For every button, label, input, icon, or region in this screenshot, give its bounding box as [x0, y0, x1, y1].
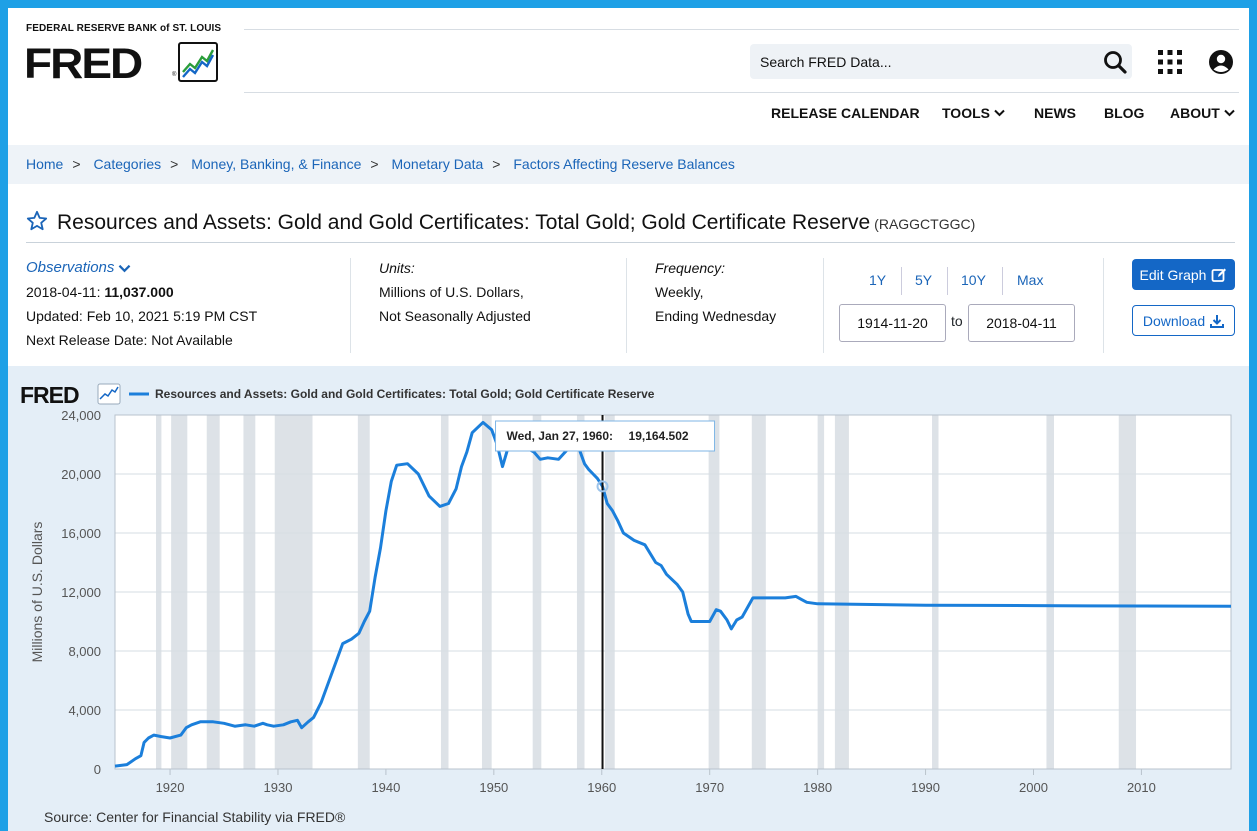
observation-value: 11,037.000 — [104, 284, 174, 300]
page-title: Resources and Assets: Gold and Gold Cert… — [57, 211, 871, 234]
x-tick-label: 1930 — [264, 780, 293, 795]
apps-grid-icon[interactable] — [1156, 48, 1184, 76]
x-tick-label: 1960 — [587, 780, 616, 795]
observations-toggle[interactable]: Observations — [26, 256, 257, 280]
y-axis-ticks: 0 4,000 8,000 12,000 16,000 20,000 24,000 — [61, 408, 101, 777]
chart-fred-logo: FRED — [20, 382, 79, 408]
x-axis-ticks: 1920 1930 1940 1950 1960 1970 1980 1990 2000 2010 — [156, 769, 1156, 795]
info-divider — [350, 258, 351, 353]
search-box[interactable]: Search FRED Data... — [750, 44, 1132, 79]
x-tick-label: 2010 — [1127, 780, 1156, 795]
star-icon[interactable] — [26, 210, 48, 232]
series-line[interactable] — [114, 420, 1232, 768]
edit-graph-button[interactable]: Edit Graph — [1132, 259, 1235, 290]
breadcrumb-money-banking[interactable]: Money, Banking, & Finance — [191, 156, 362, 172]
x-tick-label: 1990 — [911, 780, 940, 795]
units-line1: Millions of U.S. Dollars, — [379, 284, 524, 300]
fred-chart[interactable]: 0 4,000 8,000 12,000 16,000 20,000 24,000 1920… — [8, 366, 1249, 831]
nav-tools[interactable]: TOOLS — [942, 105, 1005, 121]
plot-frame — [114, 414, 1232, 770]
units-label: Units: — [379, 260, 415, 276]
chart-logo-icon — [97, 383, 121, 405]
chevron-down-icon — [119, 264, 131, 272]
search-icon[interactable] — [1102, 49, 1128, 75]
x-tick-label: 2000 — [1019, 780, 1048, 795]
start-date-input[interactable]: 1914-11-20 — [839, 304, 946, 342]
tooltip-date: Wed, Jan 27, 1960: — [507, 429, 614, 443]
title-divider — [26, 242, 1235, 243]
observations-panel: Observations 2018-04-11: 11,037.000 Upda… — [26, 256, 257, 352]
y-tick-label: 24,000 — [61, 408, 101, 423]
header-divider — [244, 29, 1239, 30]
units-panel: Units: Millions of U.S. Dollars, Not Sea… — [379, 256, 531, 328]
search-input[interactable]: Search FRED Data... — [760, 54, 892, 70]
account-icon[interactable] — [1208, 49, 1234, 75]
x-tick-label: 1970 — [695, 780, 724, 795]
x-tick-label: 1980 — [803, 780, 832, 795]
nav-about[interactable]: ABOUT — [1170, 105, 1235, 121]
breadcrumb-categories[interactable]: Categories — [93, 156, 162, 172]
download-button[interactable]: Download — [1132, 305, 1235, 336]
y-axis-label: Millions of U.S. Dollars — [29, 522, 45, 663]
y-tick-label: 12,000 — [61, 585, 101, 600]
next-release-text: Next Release Date: Not Available — [26, 332, 233, 348]
series-id: (RAGGCTGGC) — [874, 216, 976, 232]
download-icon — [1210, 314, 1225, 328]
org-name: FEDERAL RESERVE BANK of ST. LOUIS — [26, 23, 222, 34]
range-5y-button[interactable]: 5Y — [915, 272, 933, 288]
end-date-input[interactable]: 2018-04-11 — [968, 304, 1075, 342]
x-tick-label: 1950 — [479, 780, 508, 795]
y-tick-label: 16,000 — [61, 526, 101, 541]
logo-registered-mark: ® — [172, 72, 177, 78]
units-line2: Not Seasonally Adjusted — [379, 308, 531, 324]
y-tick-label: 4,000 — [68, 703, 101, 718]
nav-release-calendar[interactable]: RELEASE CALENDAR — [771, 105, 920, 121]
series-title-row: Resources and Assets: Gold and Gold Cert… — [26, 207, 975, 235]
frequency-label: Frequency: — [655, 260, 726, 276]
tooltip-value: 19,164.502 — [629, 429, 689, 443]
nav-divider — [244, 92, 1239, 93]
updated-text: Updated: Feb 10, 2021 5:19 PM CST — [26, 308, 258, 324]
breadcrumb-factors[interactable]: Factors Affecting Reserve Balances — [513, 156, 735, 172]
info-divider — [626, 258, 627, 353]
chart-tooltip: Wed, Jan 27, 1960: 19,164.502 — [495, 420, 716, 452]
frequency-line2: Ending Wednesday — [655, 308, 777, 324]
breadcrumb-home[interactable]: Home — [26, 156, 64, 172]
y-tick-label: 8,000 — [68, 644, 101, 659]
x-tick-label: 1940 — [371, 780, 400, 795]
breadcrumb: Home > Categories > Money, Banking, & Fina… — [8, 145, 1249, 184]
info-divider — [823, 258, 824, 353]
chevron-down-icon — [1224, 109, 1235, 117]
fred-logo[interactable]: FRED — [24, 38, 143, 88]
range-10y-button[interactable]: 10Y — [961, 272, 986, 288]
range-max-button[interactable]: Max — [1017, 272, 1044, 288]
edit-icon — [1212, 268, 1227, 282]
fred-page: FEDERAL RESERVE BANK of ST. LOUIS FRED ®… — [8, 8, 1249, 831]
range-1y-button[interactable]: 1Y — [869, 272, 887, 288]
y-tick-label: 0 — [94, 762, 101, 777]
chart-source[interactable]: Source: Center for Financial Stability v… — [44, 809, 346, 825]
observation-date: 2018-04-11: — [26, 284, 101, 300]
x-tick-label: 1920 — [156, 780, 185, 795]
breadcrumb-monetary-data[interactable]: Monetary Data — [391, 156, 484, 172]
hover-point — [596, 480, 609, 493]
date-range-to-label: to — [951, 313, 963, 329]
chevron-down-icon — [994, 109, 1005, 117]
nav-news[interactable]: NEWS — [1034, 105, 1076, 121]
y-tick-label: 20,000 — [61, 467, 101, 482]
fred-chart-logo-icon[interactable] — [178, 42, 218, 82]
frequency-line1: Weekly, — [655, 284, 704, 300]
nav-blog[interactable]: BLOG — [1104, 105, 1145, 121]
chart-legend[interactable]: Resources and Assets: Gold and Gold Cert… — [155, 387, 655, 401]
frequency-panel: Frequency: Weekly, Ending Wednesday — [655, 256, 776, 328]
info-divider — [1103, 258, 1104, 353]
